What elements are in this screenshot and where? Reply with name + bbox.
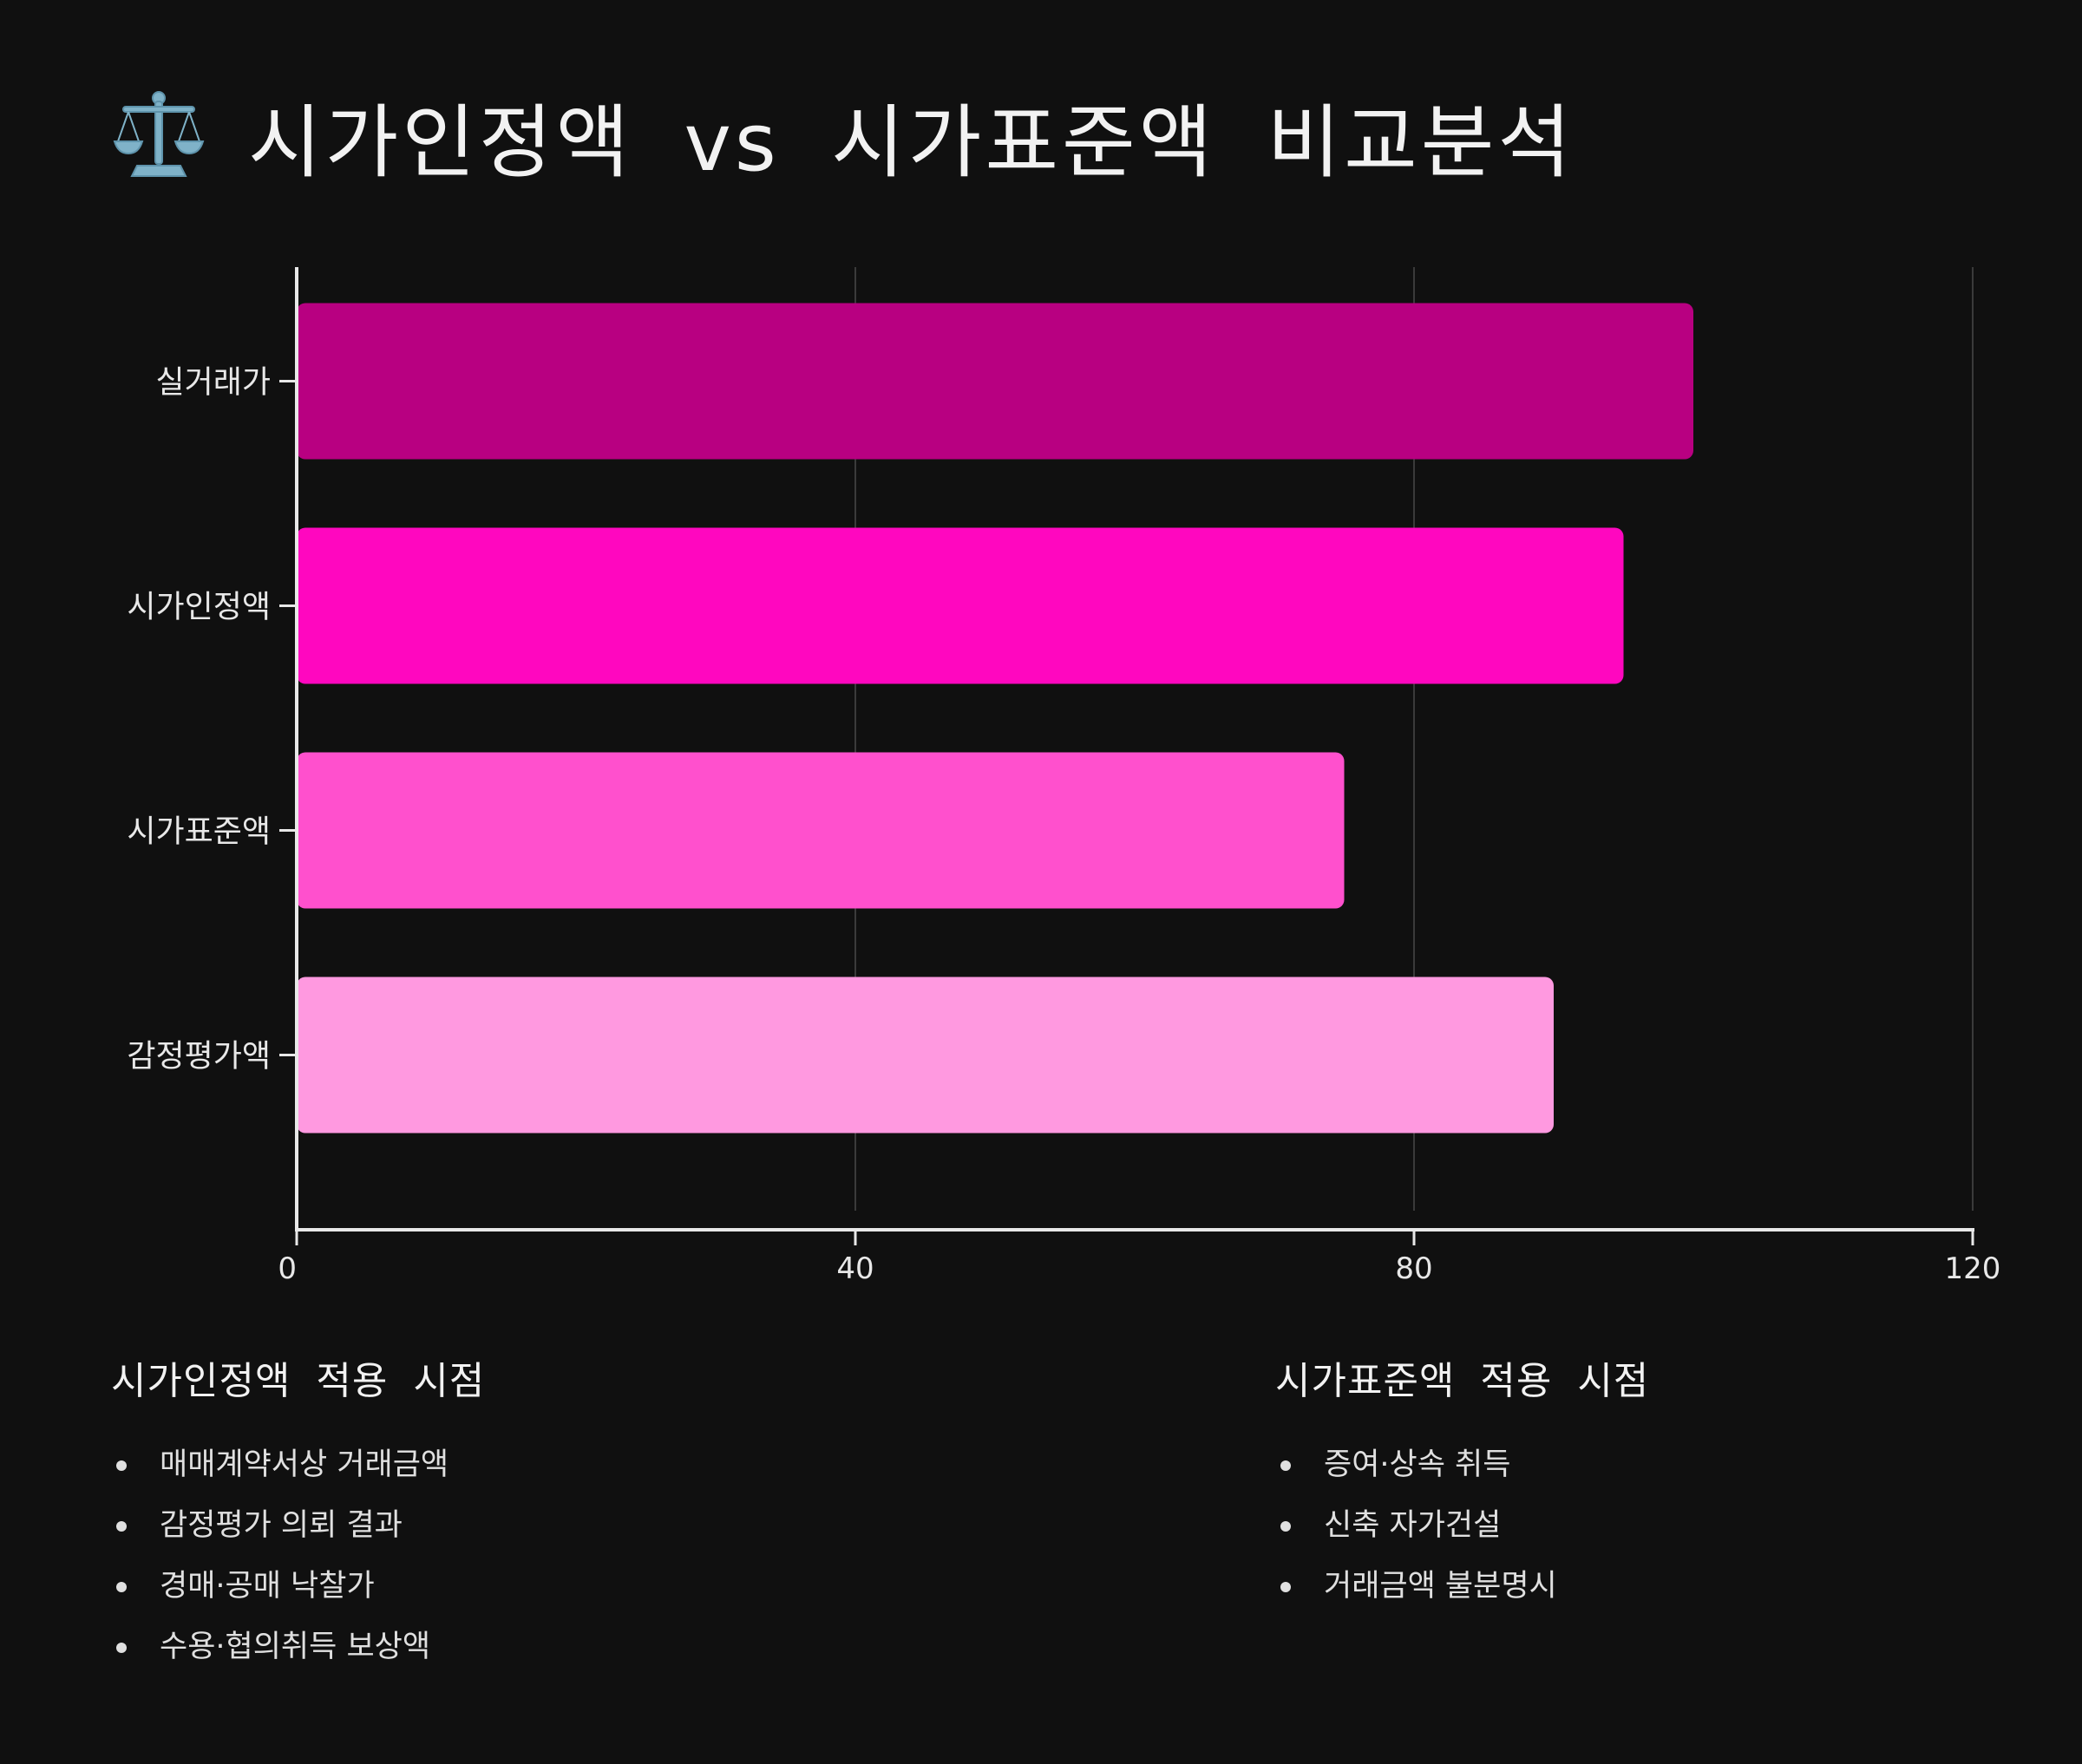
page-title: 시가인정액 vs 시가표준액 비교분석 bbox=[248, 95, 1575, 189]
list-item-text: 수용·협의취득 보상액 bbox=[160, 1630, 431, 1664]
bar bbox=[297, 527, 1624, 684]
notes-left-title: 시가인정액 적용 시점 bbox=[111, 1359, 486, 1403]
notes-left-list: 매매계약서상 거래금액 감정평가 의뢰 결과 경매·공매 낙찰가 수용·협의취득… bbox=[111, 1441, 485, 1684]
category-label: 시가표준액 bbox=[127, 814, 271, 850]
bar bbox=[297, 752, 1345, 909]
bullet-icon bbox=[116, 1582, 127, 1592]
list-item-text: 증여·상속 취득 bbox=[1324, 1447, 1511, 1482]
list-item-text: 경매·공매 낙찰가 bbox=[160, 1569, 375, 1604]
notes-sigainjeong: 시가인정액 적용 시점 매매계약서상 거래금액 감정평가 의뢰 결과 경매·공매… bbox=[111, 1349, 485, 1684]
notes-right-list: 증여·상속 취득 신축 자가건설 거래금액 불분명시 bbox=[1275, 1441, 1649, 1624]
list-item: 신축 자가건설 bbox=[1275, 1502, 1649, 1563]
x-tick-label: 80 bbox=[1395, 1251, 1432, 1286]
list-item-text: 신축 자가건설 bbox=[1324, 1508, 1502, 1543]
bullet-icon bbox=[1280, 1460, 1291, 1471]
chart-bars bbox=[297, 303, 1693, 1134]
list-item-text: 매매계약서상 거래금액 bbox=[160, 1447, 449, 1482]
list-item: 경매·공매 낙찰가 bbox=[111, 1563, 485, 1624]
list-item-text: 거래금액 불분명시 bbox=[1324, 1569, 1557, 1604]
x-tick-label: 0 bbox=[278, 1251, 297, 1286]
page-header: 시가인정액 vs 시가표준액 비교분석 bbox=[111, 83, 1575, 189]
category-label: 시가인정액 bbox=[127, 590, 271, 625]
x-tick-label: 120 bbox=[1945, 1251, 2001, 1286]
bullet-icon bbox=[116, 1460, 127, 1471]
list-item: 거래금액 불분명시 bbox=[1275, 1563, 1649, 1624]
list-item: 수용·협의취득 보상액 bbox=[111, 1624, 485, 1684]
bullet-icon bbox=[1280, 1521, 1291, 1532]
category-label: 감정평가액 bbox=[127, 1039, 271, 1075]
notes-sigapyojun: 시가표준액 적용 시점 증여·상속 취득 신축 자가건설 거래금액 불분명시 bbox=[1275, 1349, 1649, 1624]
bar bbox=[297, 303, 1693, 460]
list-item-text: 감정평가 의뢰 결과 bbox=[160, 1508, 403, 1543]
notes-right-title: 시가표준액 적용 시점 bbox=[1275, 1359, 1650, 1403]
balance-scale-icon bbox=[113, 91, 205, 177]
list-item: 매매계약서상 거래금액 bbox=[111, 1441, 485, 1502]
list-item: 증여·상속 취득 bbox=[1275, 1441, 1649, 1502]
x-tick-label: 40 bbox=[836, 1251, 874, 1286]
bullet-icon bbox=[116, 1521, 127, 1532]
list-item: 감정평가 의뢰 결과 bbox=[111, 1502, 485, 1563]
bullet-icon bbox=[116, 1643, 127, 1653]
category-label: 실거래가 bbox=[156, 365, 271, 401]
chart-axes bbox=[279, 267, 1974, 1245]
bullet-icon bbox=[1280, 1582, 1291, 1592]
bar bbox=[297, 977, 1554, 1134]
